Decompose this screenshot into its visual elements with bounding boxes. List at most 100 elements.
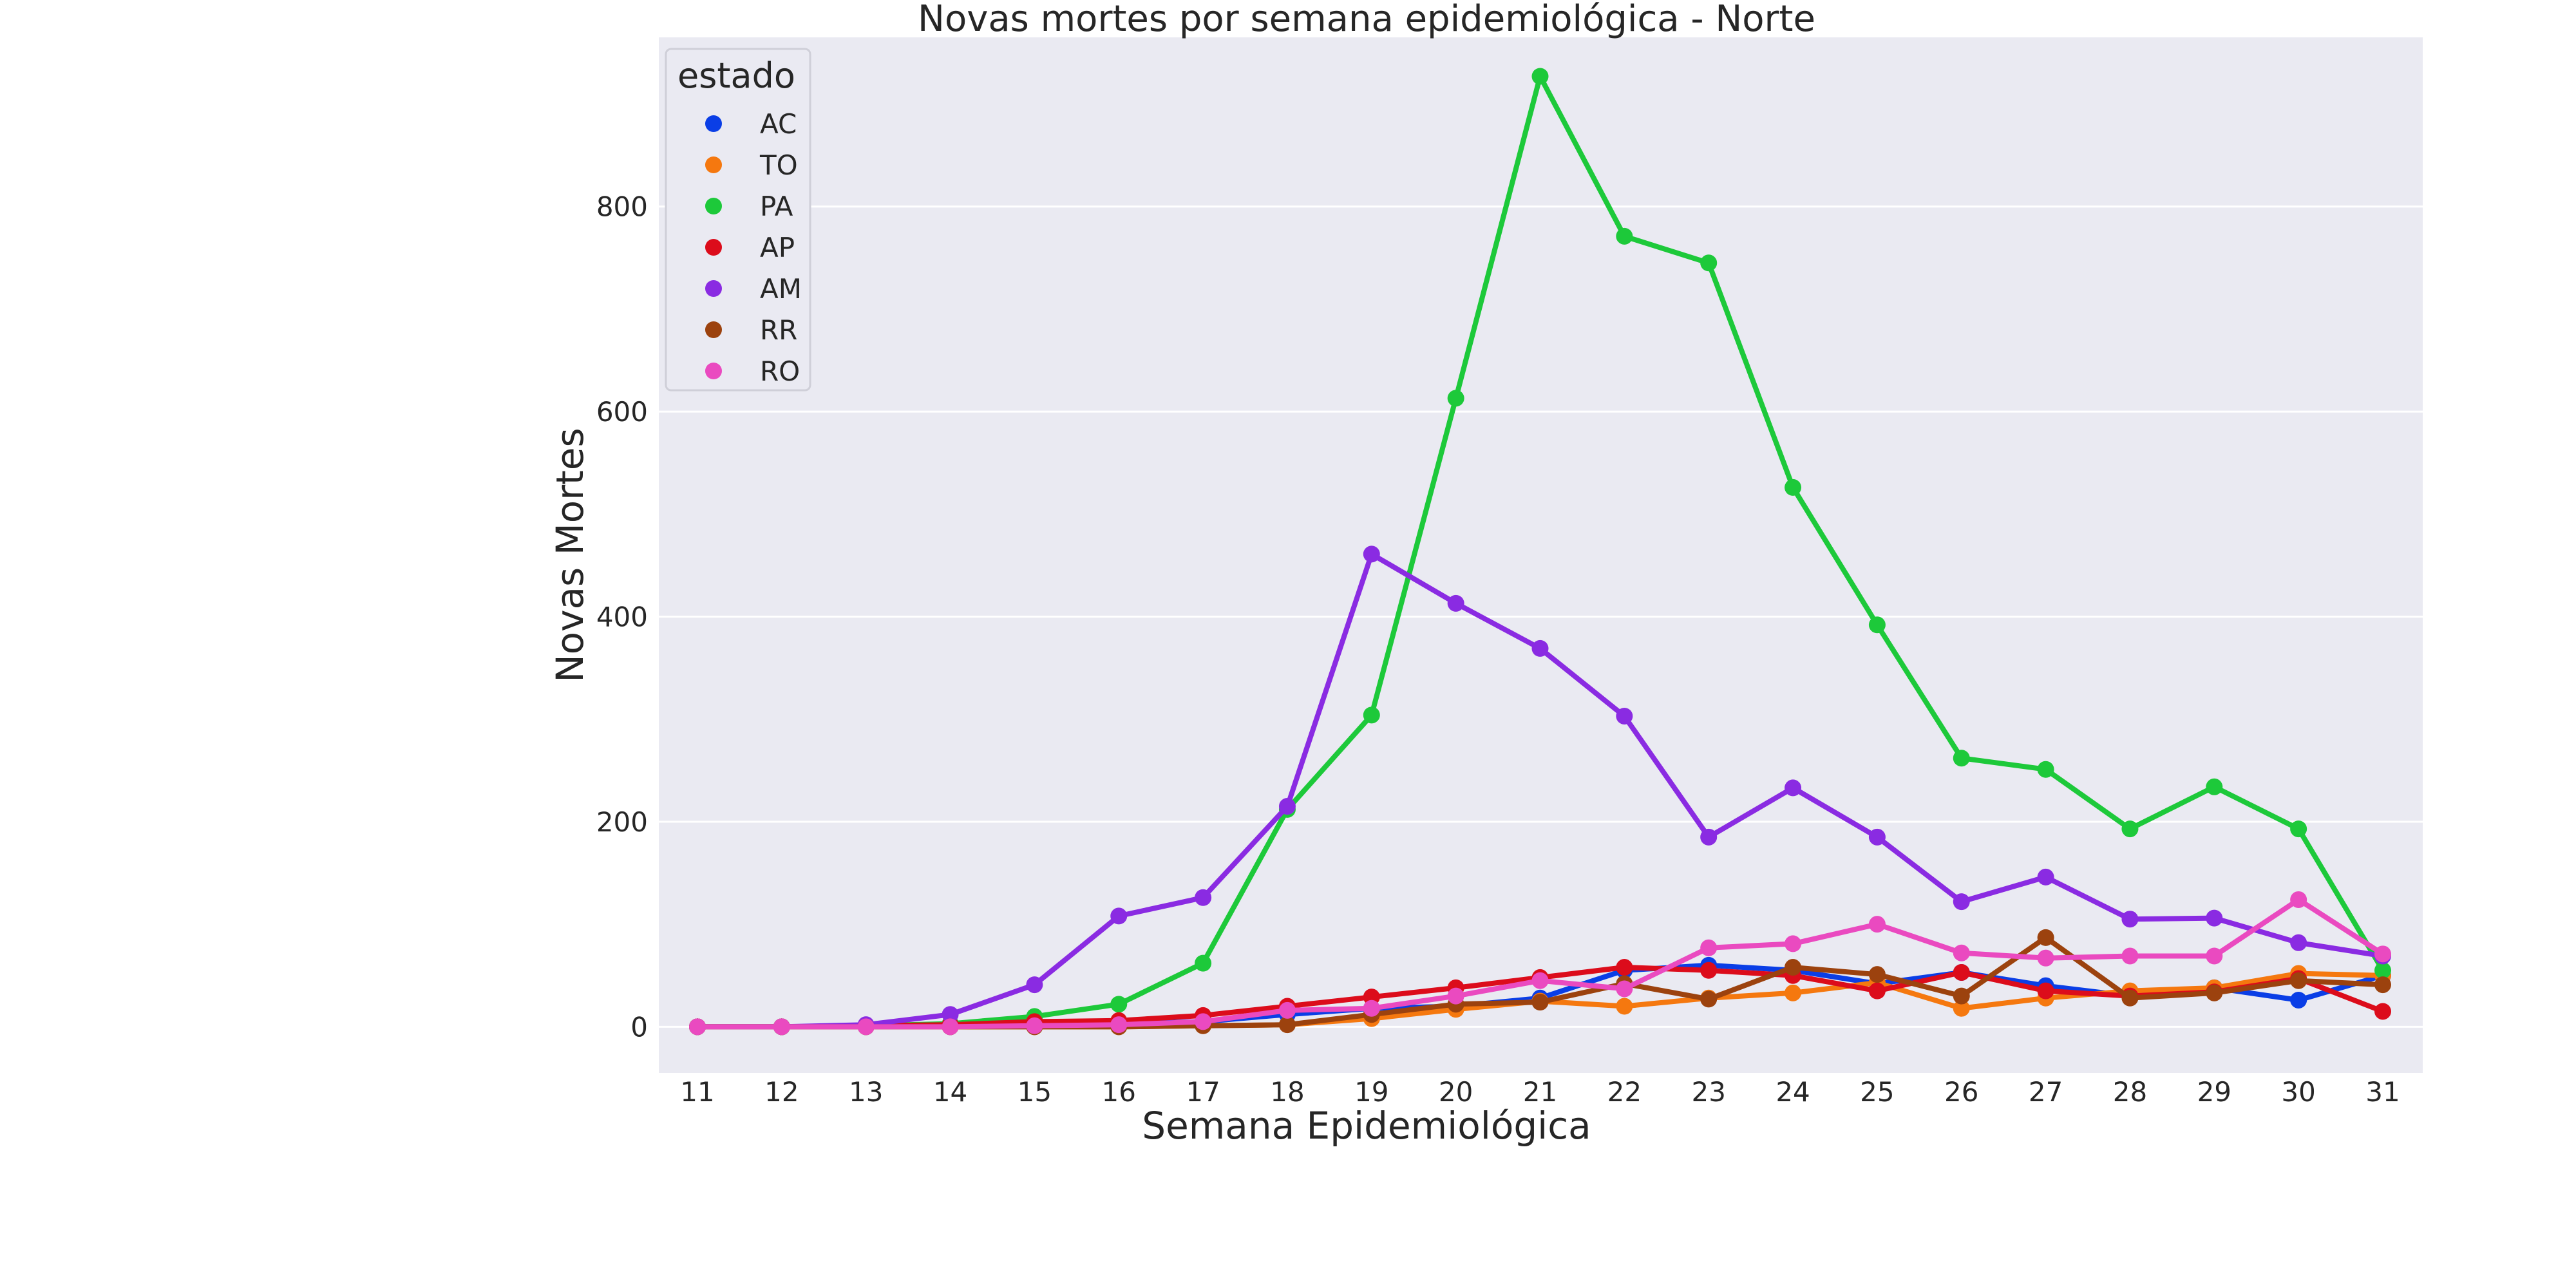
data-point-rr: [2290, 972, 2307, 989]
data-point-rr: [1785, 959, 1802, 976]
data-point-pa: [1953, 750, 1970, 767]
legend-label-to: TO: [759, 149, 798, 181]
y-tick-label: 0: [630, 1011, 648, 1043]
x-tick-label: 17: [1186, 1076, 1220, 1108]
x-tick-label: 12: [764, 1076, 799, 1108]
data-point-ro: [2037, 949, 2054, 967]
data-point-ro: [1531, 972, 1549, 989]
data-point-pa: [1785, 478, 1802, 496]
data-point-pa: [2121, 820, 2139, 838]
data-point-to: [1616, 998, 1633, 1015]
x-tick-label: 19: [1354, 1076, 1388, 1108]
data-point-pa: [1110, 996, 1128, 1013]
data-point-ap: [1868, 982, 1886, 999]
data-point-pa: [2290, 820, 2307, 838]
y-tick-label: 200: [596, 806, 648, 838]
data-point-am: [2290, 934, 2307, 951]
legend-marker-ap: [705, 239, 722, 256]
chart-title: Novas mortes por semana epidemiológica -…: [918, 0, 1815, 40]
x-tick-label: 24: [1776, 1076, 1810, 1108]
data-point-ro: [857, 1018, 875, 1036]
data-point-ro: [2374, 945, 2391, 963]
series-am: [689, 545, 2391, 1036]
data-point-ro: [2206, 947, 2223, 965]
data-point-ro: [2290, 891, 2307, 908]
x-axis-label: Semana Epidemiológica: [1142, 1104, 1591, 1148]
data-point-rr: [2037, 929, 2054, 946]
data-point-am: [1447, 594, 1464, 612]
legend-marker-to: [705, 156, 722, 173]
data-point-pa: [1531, 68, 1549, 85]
legend-marker-ac: [705, 115, 722, 132]
x-tick-label: 30: [2281, 1076, 2315, 1108]
data-point-rr: [2121, 989, 2139, 1007]
legend-title: estado: [677, 55, 795, 96]
plot-area: [659, 37, 2423, 1073]
data-point-pa: [2037, 761, 2054, 778]
legend-label-ac: AC: [760, 108, 797, 140]
data-point-to: [1953, 999, 1970, 1017]
x-tick-label: 25: [1860, 1076, 1894, 1108]
x-tick-label: 28: [2113, 1076, 2147, 1108]
data-point-am: [2037, 868, 2054, 886]
data-point-am: [1953, 893, 1970, 911]
x-tick-label: 15: [1018, 1076, 1052, 1108]
data-point-ro: [942, 1018, 959, 1036]
data-point-rr: [1278, 1016, 1296, 1034]
data-point-pa: [1195, 954, 1212, 972]
data-point-rr: [2374, 976, 2391, 994]
data-point-ro: [1195, 1013, 1212, 1030]
x-tick-label: 11: [680, 1076, 714, 1108]
x-tick-label: 21: [1523, 1076, 1557, 1108]
data-point-ap: [2374, 1003, 2391, 1020]
data-point-ro: [1868, 916, 1886, 933]
data-point-am: [2121, 911, 2139, 928]
data-point-ro: [1785, 935, 1802, 952]
x-tick-label: 22: [1607, 1076, 1642, 1108]
y-axis-label: Novas Mortes: [548, 428, 592, 682]
data-point-to: [1785, 984, 1802, 1001]
data-point-ac: [2290, 991, 2307, 1009]
data-point-ro: [689, 1018, 706, 1036]
data-point-ro: [1447, 987, 1464, 1005]
x-tick-label: 29: [2197, 1076, 2231, 1108]
legend-marker-rr: [705, 321, 722, 338]
data-point-pa: [2206, 778, 2223, 795]
data-point-rr: [1700, 990, 1718, 1008]
data-point-am: [1363, 545, 1380, 563]
data-point-ro: [1110, 1016, 1128, 1034]
data-point-am: [1616, 707, 1633, 724]
data-point-ro: [1278, 1001, 1296, 1019]
legend-marker-pa: [705, 198, 722, 214]
data-point-ap: [1953, 963, 1970, 981]
data-point-am: [1700, 828, 1718, 846]
legend-box: [665, 48, 811, 392]
data-point-ro: [773, 1018, 790, 1036]
x-tick-label: 31: [2365, 1076, 2400, 1108]
x-tick-label: 26: [1944, 1076, 1978, 1108]
data-point-am: [1195, 889, 1212, 906]
series-group: [689, 68, 2391, 1036]
data-point-am: [942, 1006, 959, 1023]
data-point-ro: [1616, 980, 1633, 998]
y-tick-label: 600: [596, 396, 648, 428]
data-point-pa: [1700, 254, 1718, 272]
data-point-ro: [1363, 999, 1380, 1017]
x-tick-label: 13: [849, 1076, 883, 1108]
tick-labels: 0 200 400 600 800 11 12 13 14 15 16 17 18 19 20 21 22 23 2…: [596, 191, 2400, 1108]
data-point-am: [1110, 907, 1128, 925]
x-tick-label: 20: [1439, 1076, 1473, 1108]
legend-label-ap: AP: [760, 232, 795, 263]
legend-label-rr: RR: [760, 314, 797, 346]
data-point-ro: [1026, 1017, 1043, 1034]
x-tick-label: 16: [1102, 1076, 1136, 1108]
series-ro: [689, 891, 2391, 1036]
y-tick-label: 400: [596, 601, 648, 633]
data-point-rr: [1953, 987, 1970, 1005]
data-point-pa: [1363, 706, 1380, 724]
data-point-am: [1278, 798, 1296, 815]
legend: estado AC TO PA AP AM RR RO: [665, 48, 811, 392]
x-tick-label: 27: [2029, 1076, 2063, 1108]
legend-label-ro: RO: [760, 355, 800, 387]
